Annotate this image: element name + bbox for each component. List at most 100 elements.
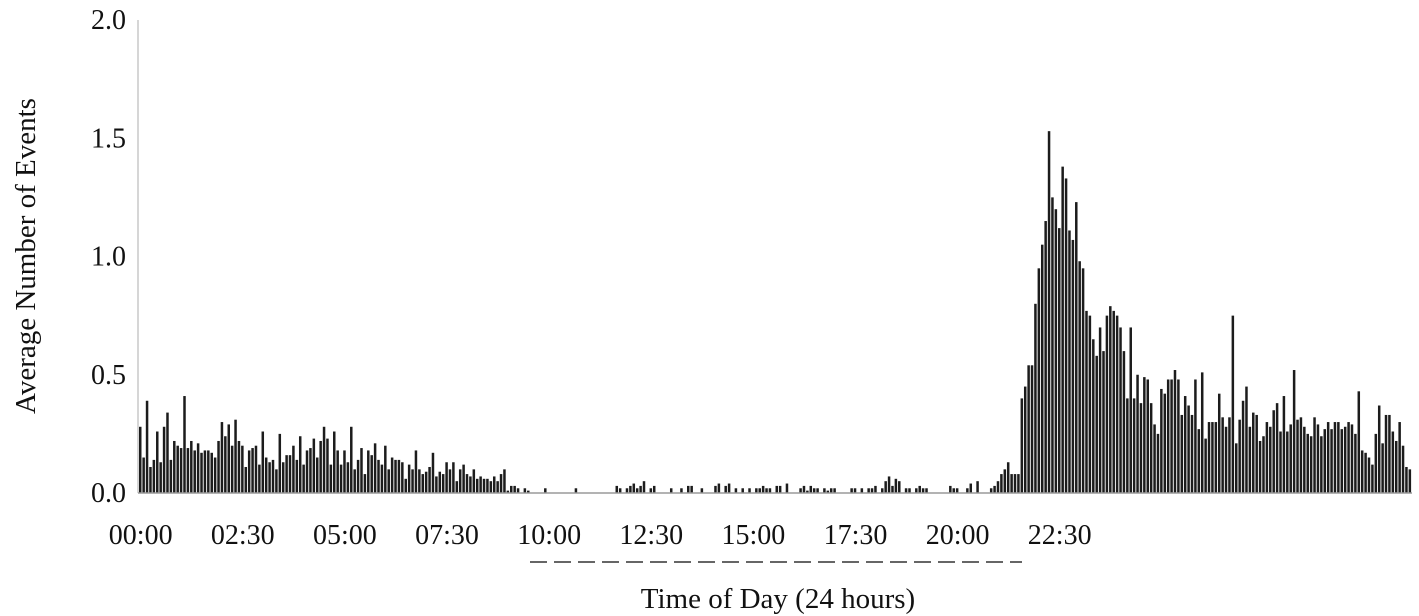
- bar: [1085, 310, 1088, 493]
- bar: [196, 443, 200, 493]
- bar: [241, 445, 244, 493]
- bar: [1217, 393, 1221, 493]
- bar: [669, 488, 673, 493]
- bar: [271, 459, 275, 493]
- bar: [1303, 426, 1306, 493]
- bar: [339, 464, 343, 493]
- bar: [244, 466, 248, 493]
- y-tick-label: 2.0: [91, 5, 126, 36]
- bar: [387, 469, 390, 493]
- bar: [1350, 424, 1354, 493]
- bar: [1357, 391, 1361, 493]
- bar: [305, 450, 309, 493]
- bar: [1177, 379, 1180, 493]
- bar: [1187, 405, 1190, 493]
- bar: [724, 485, 727, 493]
- bar: [264, 457, 268, 493]
- y-tick-label: 0.0: [91, 478, 126, 509]
- bar: [1388, 414, 1391, 493]
- bar: [438, 471, 442, 493]
- bar: [200, 452, 203, 493]
- bar: [1374, 433, 1378, 494]
- bar: [881, 488, 884, 493]
- bar: [322, 426, 326, 493]
- bar: [298, 436, 302, 493]
- bar: [333, 431, 336, 493]
- bar: [159, 462, 162, 493]
- bar: [1258, 440, 1262, 493]
- bar: [778, 485, 782, 493]
- bar: [207, 450, 210, 493]
- bar: [496, 481, 499, 493]
- y-axis-title: Average Number of Events: [10, 98, 42, 414]
- bar: [809, 485, 813, 493]
- bar: [966, 488, 969, 493]
- bar: [898, 481, 901, 493]
- bar: [1170, 379, 1173, 493]
- bar: [1153, 424, 1156, 493]
- bar: [1003, 469, 1007, 493]
- bar: [1238, 419, 1241, 493]
- bar: [714, 485, 717, 493]
- bar: [1163, 393, 1167, 493]
- bar: [401, 462, 404, 493]
- bar: [390, 457, 394, 493]
- bar: [894, 478, 898, 493]
- bar: [1081, 268, 1085, 493]
- bar: [445, 462, 448, 493]
- bar: [1292, 370, 1296, 493]
- bars: [139, 131, 1412, 494]
- bar: [527, 490, 530, 493]
- bar: [1044, 221, 1047, 493]
- bar: [1265, 422, 1269, 493]
- bar: [1119, 327, 1122, 493]
- bar: [1347, 422, 1350, 493]
- bar: [1391, 431, 1395, 493]
- bar: [1194, 379, 1197, 493]
- bar: [642, 481, 646, 493]
- bar: [326, 438, 329, 493]
- bar: [513, 485, 516, 493]
- bar: [1320, 436, 1323, 493]
- bar: [431, 452, 435, 493]
- bar: [1051, 197, 1054, 494]
- bar: [639, 485, 642, 493]
- bar: [1371, 464, 1374, 493]
- bar: [1255, 414, 1258, 493]
- x-axis-title: Time of Day (24 hours): [641, 583, 915, 615]
- bar: [435, 476, 438, 493]
- bar: [574, 488, 578, 493]
- bar: [1105, 315, 1109, 494]
- y-tick-label: 1.0: [91, 242, 126, 273]
- bar: [482, 478, 486, 493]
- bar: [1316, 424, 1320, 493]
- bar: [173, 440, 176, 493]
- bar: [768, 488, 772, 493]
- bar: [162, 426, 166, 493]
- bar: [1296, 419, 1299, 493]
- bar: [908, 488, 911, 493]
- bar: [1289, 424, 1292, 493]
- x-tick-label: 12:30: [619, 520, 683, 551]
- bar: [969, 483, 973, 493]
- bar: [1248, 426, 1252, 493]
- bar: [179, 448, 183, 493]
- bar: [183, 396, 186, 493]
- bar: [203, 450, 207, 493]
- bar: [1010, 474, 1013, 493]
- bar: [377, 459, 380, 493]
- bar: [1367, 457, 1371, 493]
- bar: [251, 448, 254, 493]
- bar: [472, 469, 476, 493]
- bar: [1354, 433, 1357, 494]
- bar: [802, 485, 806, 493]
- bar: [166, 412, 169, 493]
- bar: [142, 457, 145, 493]
- x-tick-label: 20:00: [926, 520, 990, 551]
- bar: [424, 471, 428, 493]
- bar: [1269, 426, 1272, 493]
- bar: [1112, 310, 1115, 493]
- bar: [1126, 398, 1129, 493]
- bar: [785, 483, 789, 493]
- bar: [1040, 244, 1044, 493]
